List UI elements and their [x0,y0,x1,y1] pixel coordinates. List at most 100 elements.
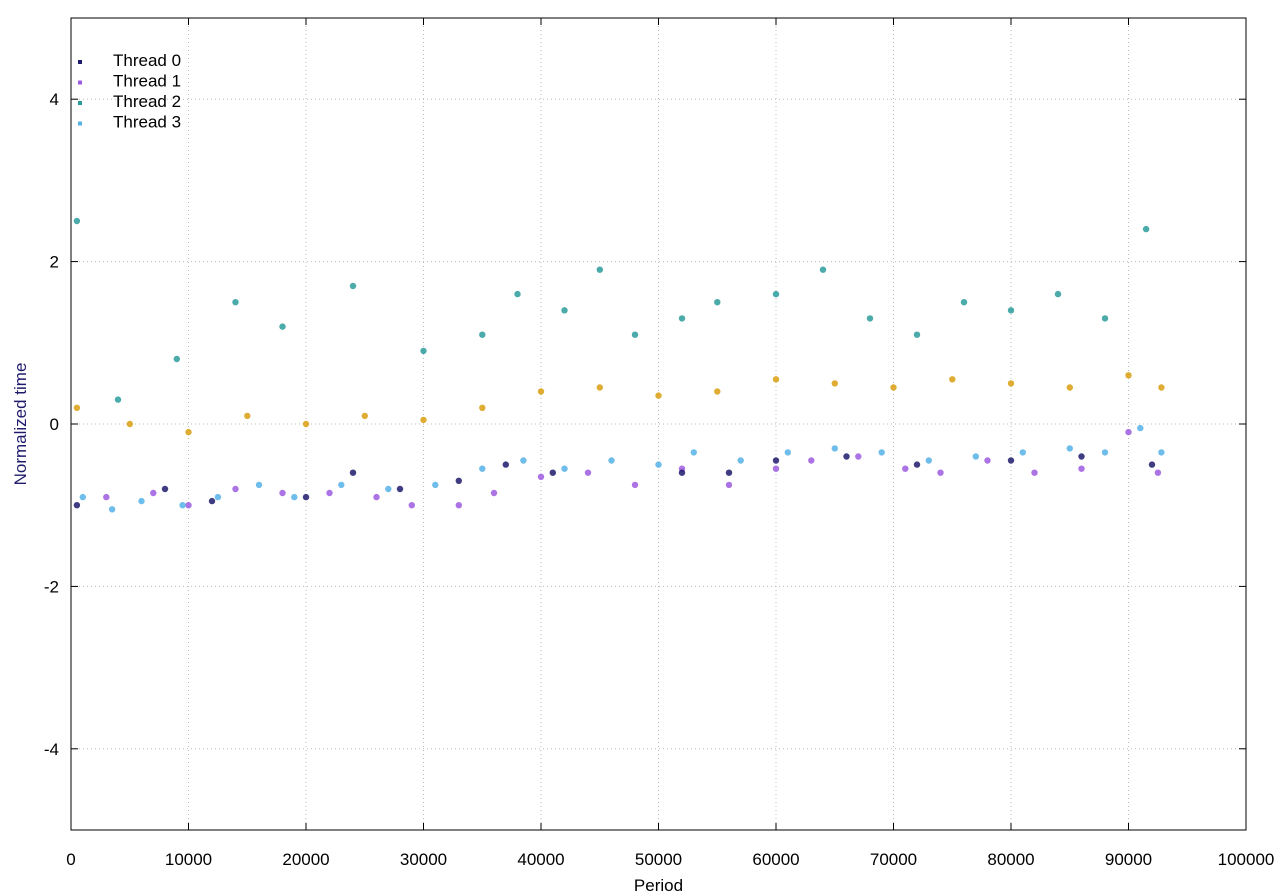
data-point [784,449,791,456]
data-point [655,392,662,399]
data-point [408,502,415,509]
data-point [678,315,686,322]
data-point [949,376,956,383]
x-axis-label: Period [634,876,683,895]
data-point [520,457,527,464]
data-point [725,481,733,489]
data-point [361,412,368,420]
data-point [349,282,357,290]
data-point [73,404,81,411]
data-point [244,412,251,420]
data-point [208,497,216,505]
x-tick-label: 50000 [635,850,682,869]
data-point [185,428,192,436]
data-point [502,461,509,468]
grid-lines [71,18,1246,830]
data-point [561,465,568,472]
data-point [479,404,486,411]
x-tick-label: 20000 [282,850,329,869]
data-point [913,331,921,338]
data-point [291,493,298,501]
x-tick-label: 30000 [400,850,447,869]
data-point [1007,307,1015,314]
data-point [349,469,357,476]
data-point [1125,428,1132,436]
data-point [279,489,286,497]
data-point [678,469,686,476]
data-point [279,323,286,330]
data-point [984,457,991,464]
legend-marker [78,80,82,85]
data-point [103,493,110,501]
data-points [73,217,1165,513]
data-point [302,420,310,428]
data-point [843,453,850,460]
data-point [161,485,169,493]
data-point [396,485,404,493]
data-point [714,388,721,395]
data-point [126,420,133,428]
data-point [537,388,545,395]
data-point [138,497,145,505]
data-point [479,331,486,338]
axis-ticks [70,18,1247,830]
data-point [1078,453,1085,460]
data-point [1007,380,1015,387]
data-point [866,315,874,322]
data-point [772,457,780,464]
y-tick-label: 4 [50,90,59,109]
data-point [972,453,979,460]
y-tick-label: -2 [44,577,59,596]
tick-labels: 0 10000 20000 30000 40000 50000 60000 70000 8000… [44,90,1274,869]
data-point [902,465,909,472]
x-tick-label: 10000 [165,850,212,869]
data-point [1101,315,1109,322]
x-tick-label: 0 [66,850,75,869]
data-point [1142,225,1150,233]
data-point [596,266,603,273]
data-point [255,481,263,489]
x-tick-label: 90000 [1105,850,1152,869]
data-point [455,502,462,509]
data-point [808,457,815,464]
data-point [584,469,592,476]
data-point [725,469,733,476]
data-point [737,457,744,464]
legend-entry: Thread 2 [113,92,181,111]
data-point [108,506,116,513]
data-point [1154,469,1162,476]
legend-entry: Thread 0 [113,51,181,70]
data-point [631,481,639,489]
data-point [1148,461,1156,468]
data-point [479,465,486,472]
data-point [420,347,427,355]
data-point [596,384,603,391]
data-point [855,453,862,460]
data-point [960,299,968,306]
data-point [179,502,186,509]
data-point [831,380,838,387]
data-point [385,485,392,493]
data-point [1125,372,1132,379]
data-point [549,469,556,476]
data-point [772,376,780,383]
data-point [1158,449,1165,456]
data-point [1137,424,1144,432]
data-point [772,465,780,472]
data-point [73,502,81,509]
data-point [714,299,721,306]
data-point [73,217,81,225]
data-point [150,489,157,497]
data-point [79,493,87,501]
data-point [1101,449,1109,456]
data-point [631,331,639,338]
y-tick-label: 0 [50,415,59,434]
data-point [878,449,885,456]
data-point [913,461,921,468]
legend-entry: Thread 1 [113,72,181,91]
legend-entry: Thread 3 [113,113,181,132]
y-tick-label: 2 [50,253,59,272]
data-point [772,290,780,298]
